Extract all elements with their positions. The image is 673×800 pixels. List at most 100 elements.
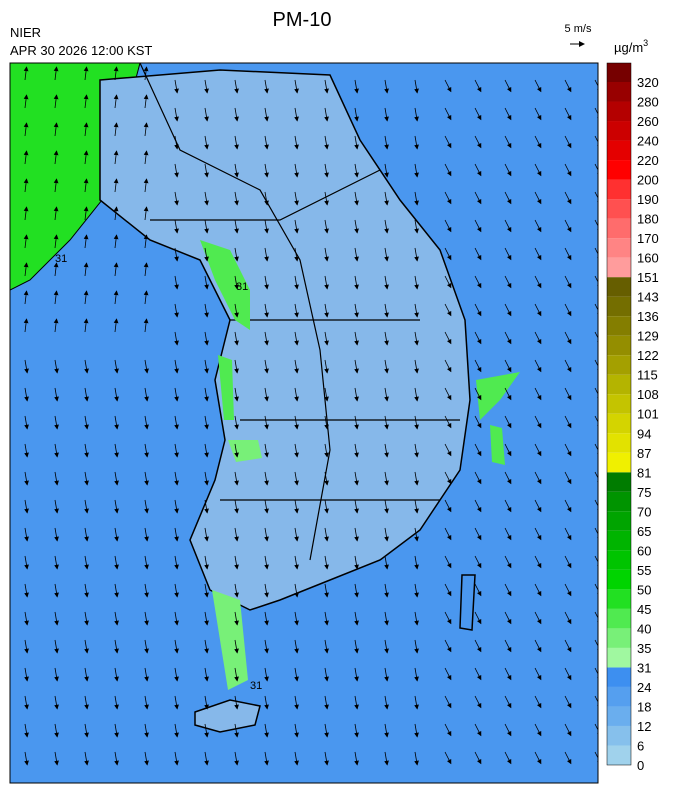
wind-arrow (174, 387, 179, 402)
wind-arrow (234, 359, 239, 374)
wind-arrow (174, 275, 179, 290)
wind-arrow (354, 163, 359, 178)
wind-arrow (534, 135, 542, 149)
wind-arrow (54, 555, 59, 570)
wind-arrow (384, 275, 389, 290)
wind-arrow (294, 107, 299, 122)
colorbar-label: 81 (637, 465, 651, 480)
wind-arrow (144, 527, 149, 542)
wind-arrow (24, 583, 29, 598)
wind-arrow (324, 163, 329, 178)
wind-arrow (474, 611, 482, 625)
wind-arrow (414, 583, 419, 598)
wind-arrow (204, 303, 209, 318)
wind-arrow (294, 359, 299, 374)
wind-arrow (113, 290, 119, 305)
wind-arrow (174, 303, 179, 318)
wind-arrow (534, 415, 542, 429)
colorbar-label: 200 (637, 173, 659, 188)
wind-arrow (174, 219, 179, 234)
wind-arrow (534, 303, 542, 317)
colorbar-segment (607, 296, 631, 317)
wind-arrow (54, 723, 59, 738)
wind-arrow (564, 415, 572, 429)
wind-arrow (504, 751, 512, 765)
wind-arrow (174, 163, 179, 178)
wind-arrow (54, 639, 59, 654)
wind-arrow (264, 359, 269, 374)
wind-arrow (324, 695, 329, 710)
wind-arrow (564, 107, 572, 121)
wind-arrow (83, 290, 89, 305)
colorbar-label: 129 (637, 329, 659, 344)
wind-arrow (24, 471, 29, 486)
colorbar-segment (607, 82, 631, 102)
wind-arrow (54, 499, 59, 514)
wind-arrow (324, 303, 329, 318)
wind-arrow (114, 443, 119, 458)
wind-arrow (354, 583, 359, 598)
wind-arrow (53, 290, 59, 305)
wind-arrow (294, 527, 299, 542)
wind-arrow (24, 751, 29, 766)
wind-arrow (564, 163, 572, 177)
wind-arrow (474, 387, 482, 401)
wind-arrow (204, 471, 209, 486)
wind-arrow (414, 359, 419, 374)
wind-arrow (354, 723, 359, 738)
wind-arrow (174, 415, 179, 430)
wind-arrow (24, 443, 29, 458)
wind-arrow (474, 163, 482, 177)
wind-arrow (174, 527, 179, 542)
wind-arrow (54, 751, 59, 766)
wind-arrow (54, 583, 59, 598)
wind-arrow (204, 443, 209, 458)
wind-arrow (444, 611, 452, 625)
colorbar-label: 151 (637, 270, 659, 285)
wind-arrow (264, 79, 269, 94)
wind-arrow (504, 247, 512, 261)
colorbar-label: 50 (637, 582, 651, 597)
wind-arrow (474, 751, 482, 765)
pm-patch (218, 355, 234, 420)
colorbar-segment (607, 101, 631, 122)
wind-arrow (24, 611, 29, 626)
wind-arrow (384, 331, 389, 346)
wind-arrow (84, 471, 89, 486)
wind-arrow (534, 555, 542, 569)
wind-arrow (143, 206, 149, 221)
colorbar-label: 94 (637, 426, 651, 441)
wind-arrow (534, 667, 542, 681)
wind-arrow (113, 178, 119, 193)
agency: NIER (10, 25, 41, 40)
wind-arrow (53, 318, 59, 333)
wind-arrow (534, 163, 542, 177)
map-frame (9, 62, 599, 784)
wind-arrow (264, 107, 269, 122)
wind-arrow (504, 107, 512, 121)
wind-arrow (384, 723, 389, 738)
colorbar-segment (607, 628, 631, 648)
wind-arrow (234, 639, 239, 654)
wind-arrow (444, 331, 452, 345)
wind-arrow (174, 331, 179, 346)
wind-arrow (504, 163, 512, 177)
wind-arrow (84, 527, 89, 542)
wind-arrow (414, 639, 419, 654)
wind-arrow (384, 555, 389, 570)
wind-arrow (414, 303, 419, 318)
wind-arrow (204, 331, 209, 346)
wind-arrow (113, 262, 119, 277)
wind-arrow (564, 387, 572, 401)
wind-arrow (264, 527, 269, 542)
wind-arrow (23, 206, 29, 221)
wind-arrow (504, 611, 512, 625)
unit: µg/m3 (614, 38, 648, 55)
colorbar-segment (607, 277, 631, 297)
wind-arrow (414, 443, 419, 458)
wind-arrow (534, 695, 542, 709)
wind-arrow (444, 163, 452, 177)
wind-arrow (83, 206, 89, 221)
wind-arrow (444, 275, 452, 289)
